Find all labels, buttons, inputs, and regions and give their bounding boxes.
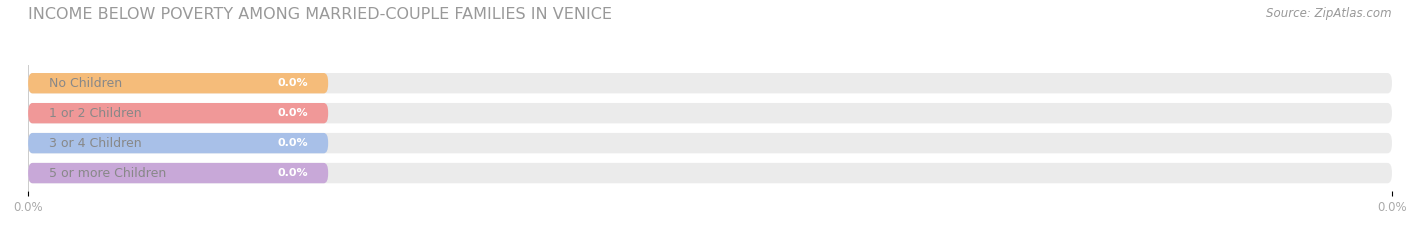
Text: 0.0%: 0.0% xyxy=(277,108,308,118)
FancyBboxPatch shape xyxy=(28,133,328,153)
FancyBboxPatch shape xyxy=(28,163,1392,183)
FancyBboxPatch shape xyxy=(28,103,1392,123)
FancyBboxPatch shape xyxy=(28,103,328,123)
Text: INCOME BELOW POVERTY AMONG MARRIED-COUPLE FAMILIES IN VENICE: INCOME BELOW POVERTY AMONG MARRIED-COUPL… xyxy=(28,7,612,22)
Text: Source: ZipAtlas.com: Source: ZipAtlas.com xyxy=(1267,7,1392,20)
Text: 0.0%: 0.0% xyxy=(277,78,308,88)
Text: 0.0%: 0.0% xyxy=(277,168,308,178)
Text: No Children: No Children xyxy=(49,77,122,90)
Text: 3 or 4 Children: 3 or 4 Children xyxy=(49,137,141,150)
Text: 1 or 2 Children: 1 or 2 Children xyxy=(49,107,141,120)
FancyBboxPatch shape xyxy=(28,73,1392,93)
Text: 5 or more Children: 5 or more Children xyxy=(49,167,166,180)
FancyBboxPatch shape xyxy=(28,73,328,93)
FancyBboxPatch shape xyxy=(28,163,328,183)
Text: 0.0%: 0.0% xyxy=(277,138,308,148)
FancyBboxPatch shape xyxy=(28,133,1392,153)
